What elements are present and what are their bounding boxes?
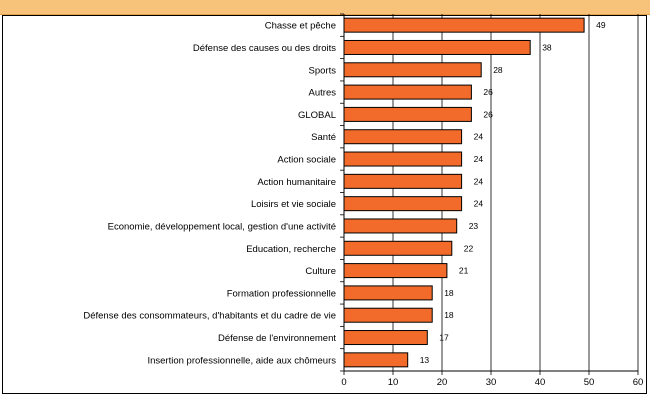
value-label: 28 bbox=[493, 65, 503, 75]
x-tick-label: 20 bbox=[437, 377, 448, 388]
bar bbox=[343, 84, 472, 100]
x-tick-label: 30 bbox=[486, 377, 497, 388]
category-label: Chasse et pêche bbox=[265, 21, 336, 32]
category-label: Formation professionnelle bbox=[227, 288, 336, 299]
bar bbox=[343, 151, 463, 167]
bar bbox=[343, 240, 453, 256]
x-tick-label: 0 bbox=[341, 377, 346, 388]
x-tick-label: 10 bbox=[388, 377, 399, 388]
value-label: 23 bbox=[469, 221, 479, 231]
bar bbox=[343, 129, 463, 145]
value-label: 24 bbox=[474, 199, 484, 209]
value-label: 17 bbox=[439, 333, 449, 343]
bar bbox=[343, 17, 585, 33]
category-label: GLOBAL bbox=[298, 110, 336, 121]
value-label: 24 bbox=[474, 154, 484, 164]
category-label: Loisirs et vie sociale bbox=[251, 199, 336, 210]
category-label: Action humanitaire bbox=[257, 177, 336, 188]
x-tick-label: 60 bbox=[633, 377, 644, 388]
bar bbox=[343, 307, 433, 323]
value-label: 24 bbox=[474, 176, 484, 186]
value-label: 18 bbox=[444, 310, 454, 320]
value-label: 49 bbox=[596, 20, 606, 30]
value-label: 18 bbox=[444, 288, 454, 298]
category-label: Défense des consommateurs, d'habitants e… bbox=[83, 311, 336, 322]
bar bbox=[343, 352, 409, 368]
x-tick-label: 40 bbox=[535, 377, 546, 388]
bar bbox=[343, 106, 472, 122]
category-label: Défense de l'environnement bbox=[218, 333, 336, 344]
x-tick-label: 50 bbox=[584, 377, 595, 388]
value-label: 38 bbox=[542, 42, 552, 52]
category-label: Insertion professionnelle, aide aux chôm… bbox=[147, 355, 336, 366]
category-label: Culture bbox=[305, 266, 336, 277]
value-label: 26 bbox=[483, 109, 493, 119]
header-strip bbox=[0, 0, 650, 15]
chart-frame bbox=[2, 15, 647, 394]
bar bbox=[343, 263, 448, 279]
category-label: Autres bbox=[309, 88, 337, 99]
category-label: Action sociale bbox=[277, 155, 336, 166]
bar bbox=[343, 285, 433, 301]
value-label: 26 bbox=[483, 87, 493, 97]
bar bbox=[343, 62, 482, 78]
category-label: Sports bbox=[309, 65, 337, 76]
category-label: Santé bbox=[311, 132, 336, 143]
bar bbox=[343, 173, 463, 189]
category-label: Défense des causes ou des droits bbox=[193, 43, 336, 54]
value-label: 24 bbox=[474, 132, 484, 142]
bar bbox=[343, 39, 531, 55]
bar bbox=[343, 196, 463, 212]
bar bbox=[343, 218, 458, 234]
category-label: Economie, développement local, gestion d… bbox=[108, 221, 336, 232]
value-label: 13 bbox=[420, 355, 430, 365]
bar bbox=[343, 330, 428, 346]
value-label: 22 bbox=[464, 243, 474, 253]
category-label: Education, recherche bbox=[246, 244, 336, 255]
value-label: 21 bbox=[459, 266, 469, 276]
